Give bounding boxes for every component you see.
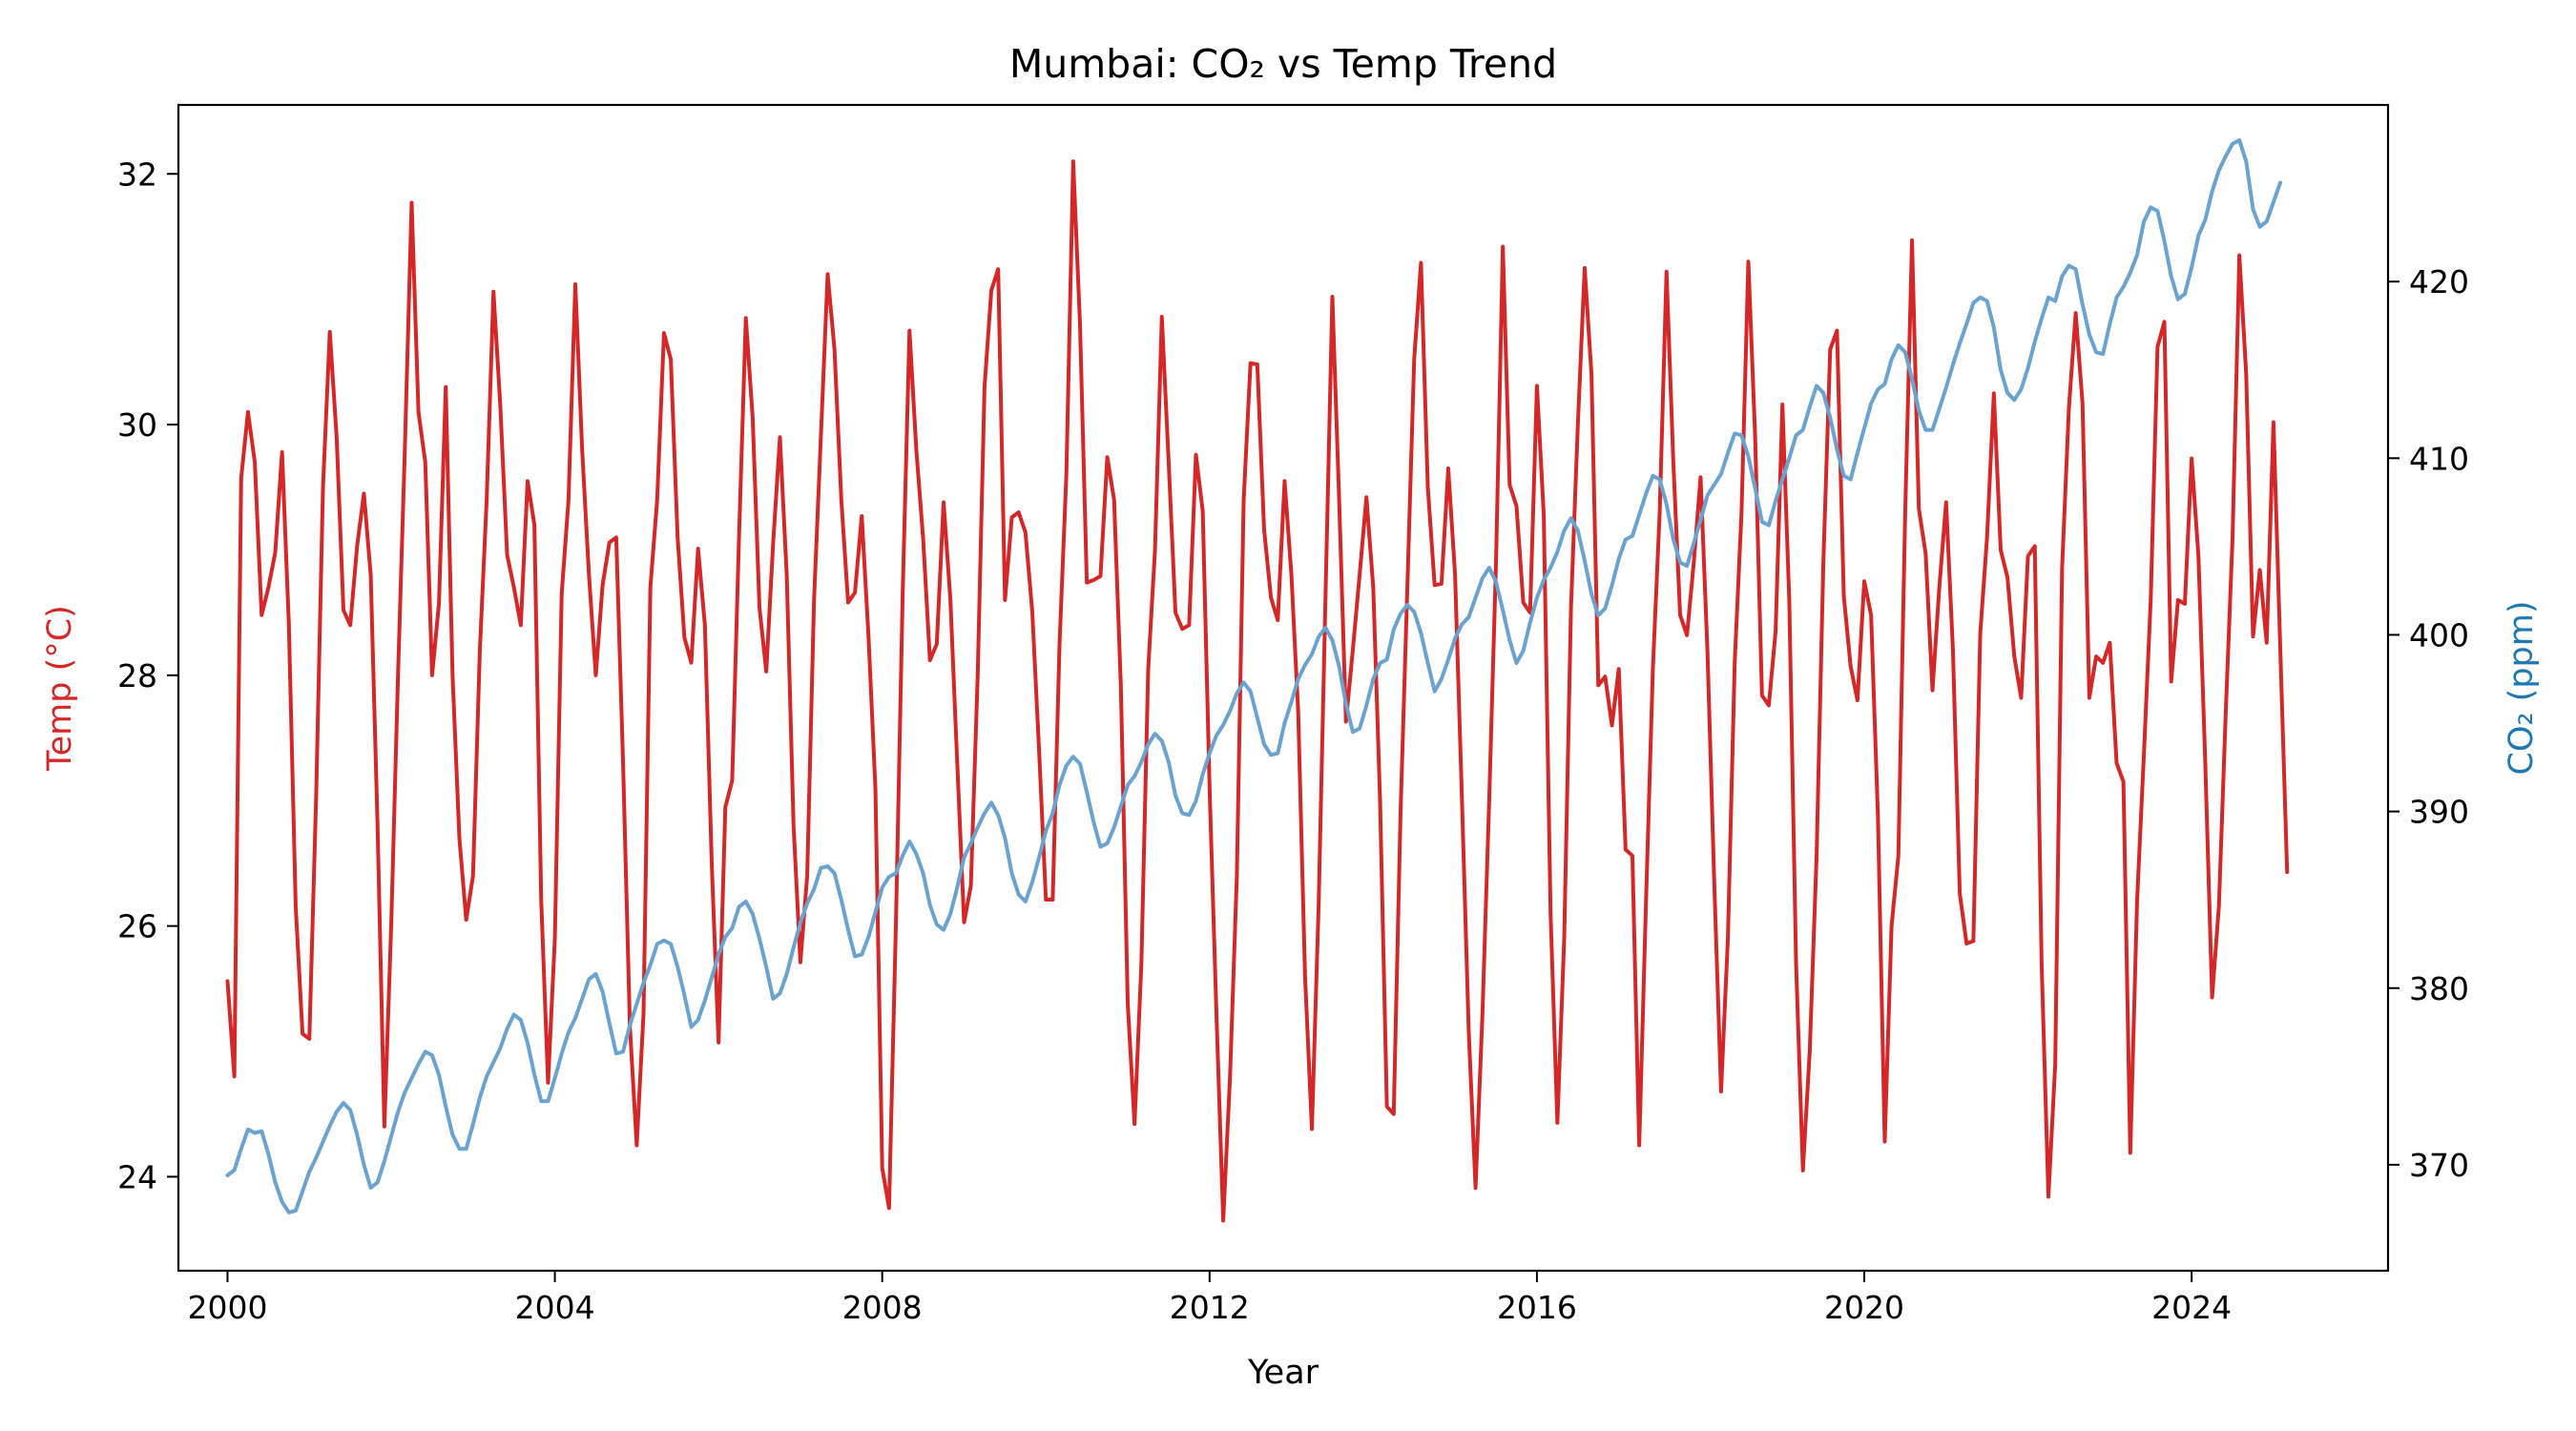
- y-left-tick-label: 32: [117, 156, 157, 193]
- y-right-tick-label: 410: [2409, 440, 2469, 477]
- y-axis-left: 24 26 28 30 32: [117, 156, 178, 1195]
- y-axis-right-label: CO₂ (ppm): [2503, 601, 2541, 776]
- x-axis-label: Year: [1247, 1354, 1319, 1392]
- x-tick-label: 2004: [515, 1289, 595, 1326]
- y-left-tick-label: 26: [117, 908, 157, 945]
- y-axis-right: 370 380 390 400 410 420: [2388, 263, 2469, 1184]
- axes-layer: [177, 103, 2390, 1273]
- y-left-tick-label: 28: [117, 657, 157, 695]
- y-right-tick-label: 370: [2409, 1147, 2469, 1184]
- x-tick-label: 2020: [1824, 1289, 1904, 1326]
- y-left-tick-label: 30: [117, 406, 157, 444]
- y-right-tick-label: 420: [2409, 263, 2469, 301]
- temp-series-line: [225, 159, 2290, 1223]
- y-right-tick-label: 400: [2409, 616, 2469, 653]
- x-tick-label: 2000: [187, 1289, 267, 1326]
- x-tick-label: 2024: [2151, 1289, 2232, 1326]
- y-axis-left-label: Temp (°C): [41, 605, 79, 772]
- plot-area: [178, 105, 2388, 1271]
- y-right-tick-label: 380: [2409, 970, 2469, 1007]
- x-tick-label: 2016: [1497, 1289, 1577, 1326]
- y-right-tick-label: 390: [2409, 794, 2469, 831]
- y-left-tick-label: 24: [117, 1158, 157, 1195]
- chart-title: Mumbai: CO₂ vs Temp Trend: [1009, 41, 1557, 87]
- co2-series-line: [225, 138, 2283, 1214]
- x-tick-label: 2008: [842, 1289, 923, 1326]
- series-layer: [225, 138, 2290, 1223]
- x-tick-label: 2012: [1170, 1289, 1250, 1326]
- x-axis: 2000 2004 2008 2012 2016 2020 2024: [187, 1271, 2232, 1326]
- plot-frame: [177, 103, 2390, 1273]
